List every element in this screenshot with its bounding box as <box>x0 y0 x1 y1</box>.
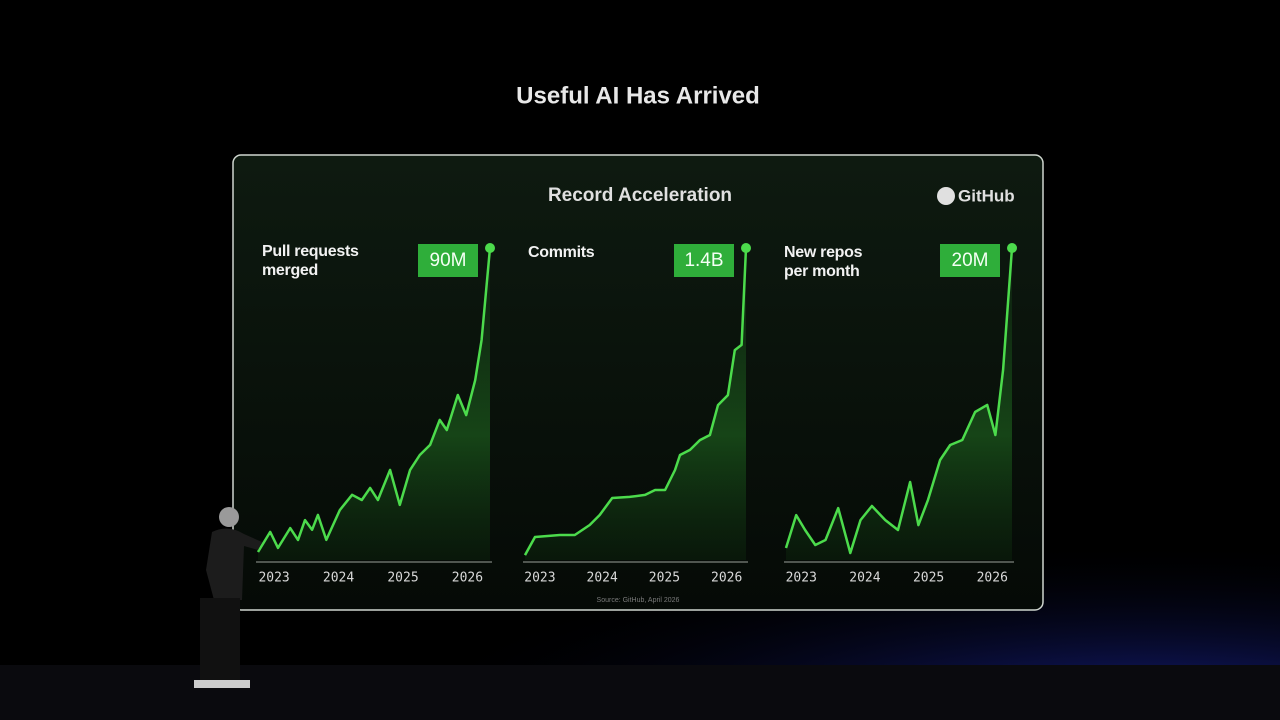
value-badge <box>674 244 734 277</box>
end-point <box>1007 243 1017 253</box>
x-tick-label: 2026 <box>452 571 483 586</box>
chart-title: New repos per month <box>784 244 863 280</box>
x-tick-label: 2026 <box>977 571 1008 586</box>
x-tick-label: 2023 <box>258 571 289 586</box>
panel-title: Record Acceleration <box>548 185 732 206</box>
x-tick-label: 2024 <box>323 571 354 586</box>
line <box>784 247 1014 555</box>
line <box>523 247 748 556</box>
x-tick-label: 2024 <box>587 571 618 586</box>
brand: GitHub <box>958 186 1015 205</box>
value-badge <box>418 244 478 277</box>
source-note: Source: GitHub, April 2026 <box>597 597 680 604</box>
x-tick-label: 2025 <box>913 571 944 586</box>
area <box>525 248 746 560</box>
end-point <box>485 243 495 253</box>
value-badge <box>940 244 1000 277</box>
value-label: 1.4B <box>684 250 723 271</box>
x-tick-label: 2025 <box>387 571 418 586</box>
slide-title: Useful AI Has Arrived <box>516 82 760 109</box>
area <box>258 248 490 560</box>
x-tick-label: 2023 <box>786 571 817 586</box>
line <box>256 247 492 553</box>
chart-title: Pull requests merged <box>262 243 359 279</box>
charts: 2023 2024 2025 2026 90M 2023 2024 2025 2026 1.4B 2… <box>256 243 1017 586</box>
brand-icon <box>937 187 955 205</box>
x-tick-label: 2023 <box>524 571 555 586</box>
value-label: 20M <box>952 250 989 271</box>
value-label: 90M <box>430 250 467 271</box>
presenter <box>194 507 262 688</box>
x-tick-label: 2024 <box>849 571 880 586</box>
end-point <box>741 243 751 253</box>
stage-floor <box>0 665 1280 720</box>
chart-title: Commits <box>528 244 595 261</box>
area <box>786 248 1012 560</box>
x-tick-label: 2026 <box>711 571 742 586</box>
x-tick-label: 2025 <box>649 571 680 586</box>
